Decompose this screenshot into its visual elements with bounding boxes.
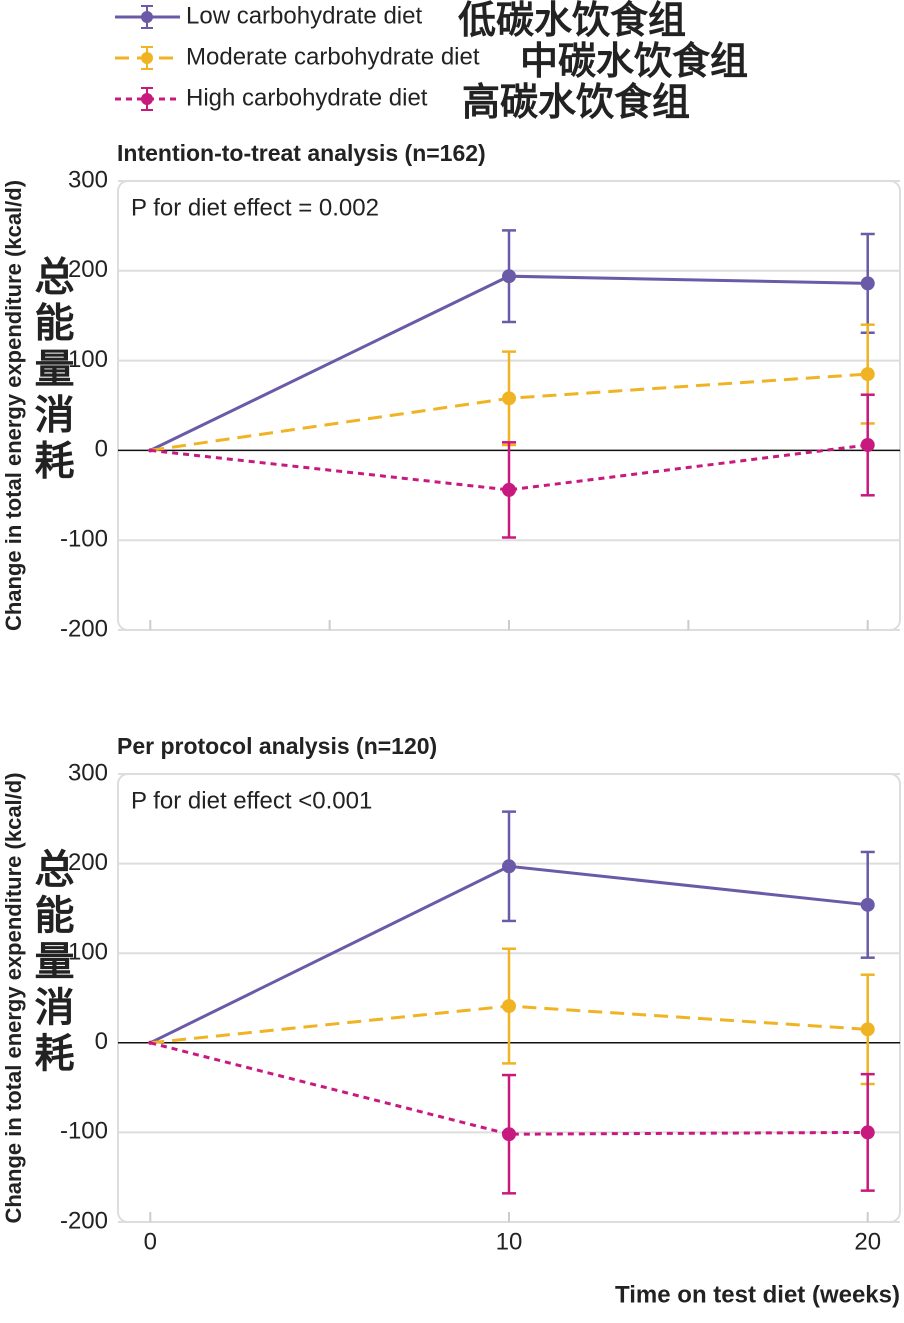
legend-marker [141,52,153,64]
point [860,897,875,912]
legend-label: Low carbohydrate diet [186,2,422,29]
point [502,269,516,284]
y-tick-label: -100 [60,1118,108,1145]
y-tick-label: -200 [60,1207,108,1234]
y-tick-label: -100 [60,526,108,553]
x-tick-label: 20 [854,1228,881,1255]
annotation: P for diet effect <0.001 [131,787,372,814]
legend-label-cn: 中碳水饮食组 [520,41,748,83]
y-tick-label: -200 [60,615,108,642]
legend-label-cn: 低碳水饮食组 [458,0,686,42]
point [502,1127,516,1142]
point [502,999,516,1014]
point [148,448,153,453]
point [148,1040,153,1045]
y-tick-label: 300 [68,759,108,786]
y-tick-label: 0 [95,1028,108,1055]
point [502,482,516,497]
y-tick-label: 100 [68,939,108,966]
x-axis-label: Time on test diet (weeks) [615,1281,900,1308]
x-tick-label: 10 [496,1228,523,1255]
y-tick-label: 300 [68,166,108,193]
point [860,276,875,291]
legend-label-cn: 高碳水饮食组 [462,82,690,124]
point [860,438,875,453]
legend-label: High carbohydrate diet [186,84,428,111]
panel-title: Per protocol analysis (n=120) [117,733,437,759]
y-tick-label: 0 [95,436,108,463]
annotation: P for diet effect = 0.002 [131,194,379,221]
panel-title: Intention-to-treat analysis (n=162) [117,140,486,166]
series-line [149,1041,868,1136]
point [860,1022,875,1037]
y-axis-label: Change in total energy expenditure (kcal… [1,180,26,631]
point [502,391,516,406]
y-tick-label: 100 [68,346,108,373]
y-tick-label: 200 [68,256,108,283]
y-axis-label-cn: 总能量消耗 [28,256,74,486]
x-tick-label: 0 [144,1228,157,1255]
legend-marker [141,11,153,23]
legend-label: Moderate carbohydrate diet [186,43,480,70]
y-tick-label: 200 [68,849,108,876]
point [860,1125,875,1140]
y-axis-label: Change in total energy expenditure (kcal… [1,772,26,1223]
y-axis-label-cn: 总能量消耗 [28,848,74,1078]
legend-marker [141,93,153,105]
point [860,367,875,382]
point [502,859,516,874]
